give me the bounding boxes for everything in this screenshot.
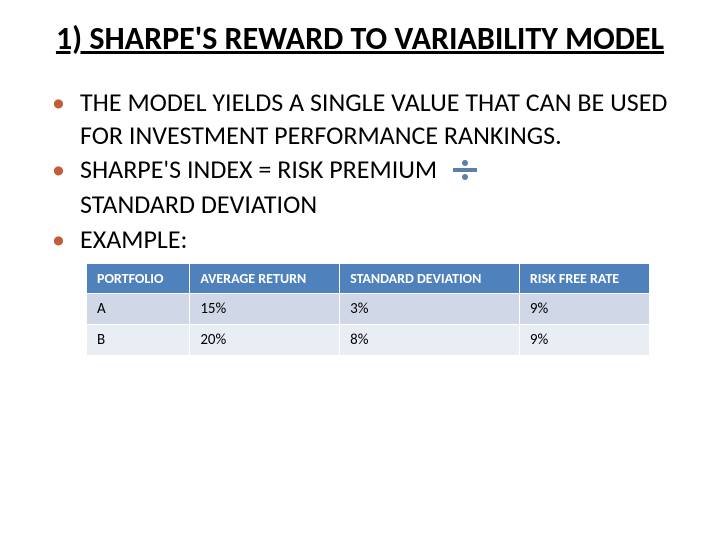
formula-lhs: SHARPE'S INDEX = RISK PREMIUM — [80, 153, 437, 185]
table-header-row: PORTFOLIO AVERAGE RETURN STANDARD DEVIAT… — [87, 264, 650, 294]
cell: 20% — [190, 325, 340, 356]
formula-denom: STANDARD DEVIATION — [80, 188, 680, 221]
divide-dot-bottom — [462, 174, 468, 180]
bullet-text: EXAMPLE: — [80, 223, 187, 255]
col-portfolio: PORTFOLIO — [87, 264, 190, 294]
col-avg-return: AVERAGE RETURN — [190, 264, 340, 294]
cell: 8% — [340, 325, 520, 356]
bullet-item-3: EXAMPLE: — [52, 223, 680, 256]
col-risk-free: RISK FREE RATE — [519, 264, 649, 294]
divide-bar — [453, 168, 477, 172]
example-table: PORTFOLIO AVERAGE RETURN STANDARD DEVIAT… — [86, 263, 650, 356]
cell: 3% — [340, 294, 520, 325]
slide-title: 1) SHARPE'S REWARD TO VARIABILITY MODEL — [40, 20, 680, 58]
bullet-text: THE MODEL YIELDS A SINGLE VALUE THAT CAN… — [80, 86, 667, 151]
cell: 15% — [190, 294, 340, 325]
cell: A — [87, 294, 190, 325]
bullet-list: THE MODEL YIELDS A SINGLE VALUE THAT CAN… — [40, 86, 680, 255]
cell: 9% — [519, 294, 649, 325]
example-table-container: PORTFOLIO AVERAGE RETURN STANDARD DEVIAT… — [40, 263, 680, 356]
col-std-dev: STANDARD DEVIATION — [340, 264, 520, 294]
bullet-item-1: THE MODEL YIELDS A SINGLE VALUE THAT CAN… — [52, 86, 680, 151]
divide-icon — [451, 156, 479, 189]
table-row: B 20% 8% 9% — [87, 325, 650, 356]
table-row: A 15% 3% 9% — [87, 294, 650, 325]
cell: 9% — [519, 325, 649, 356]
divide-dot-top — [462, 160, 468, 166]
bullet-item-2: SHARPE'S INDEX = RISK PREMIUM STANDARD D… — [52, 153, 680, 221]
cell: B — [87, 325, 190, 356]
